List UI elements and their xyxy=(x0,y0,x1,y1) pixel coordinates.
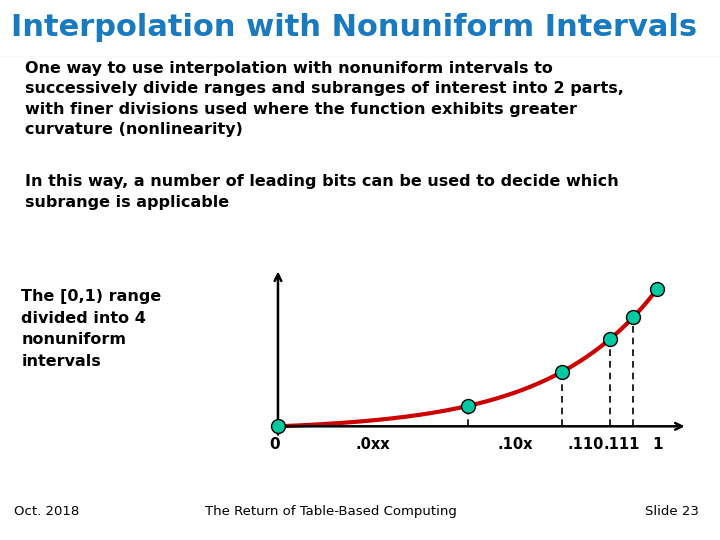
Text: .0xx: .0xx xyxy=(356,437,390,453)
Text: 0: 0 xyxy=(269,437,279,453)
Text: Oct. 2018: Oct. 2018 xyxy=(14,505,80,518)
Text: One way to use interpolation with nonuniform intervals to
successively divide ra: One way to use interpolation with nonuni… xyxy=(24,60,624,137)
Text: .10x: .10x xyxy=(498,437,533,453)
Text: 1: 1 xyxy=(652,437,662,453)
Text: Interpolation with Nonuniform Intervals: Interpolation with Nonuniform Intervals xyxy=(11,13,697,42)
Text: The [0,1) range
divided into 4
nonuniform
intervals: The [0,1) range divided into 4 nonunifor… xyxy=(22,289,161,369)
Text: .110: .110 xyxy=(568,437,604,453)
Text: Slide 23: Slide 23 xyxy=(644,505,698,518)
Text: In this way, a number of leading bits can be used to decide which
subrange is ap: In this way, a number of leading bits ca… xyxy=(24,174,618,210)
Text: The Return of Table-Based Computing: The Return of Table-Based Computing xyxy=(205,505,457,518)
Text: .111: .111 xyxy=(603,437,640,453)
